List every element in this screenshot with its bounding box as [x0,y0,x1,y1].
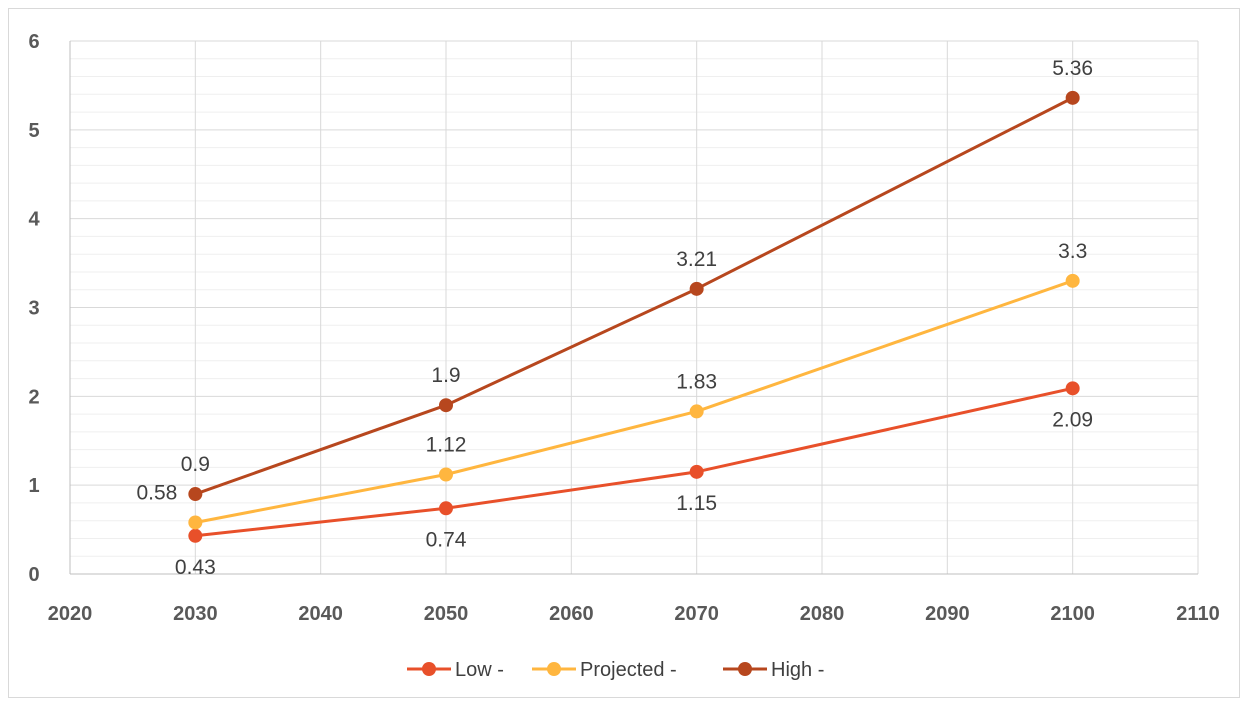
data-label: 3.21 [676,248,717,271]
data-label: 1.15 [676,492,717,515]
data-label: 1.9 [431,364,460,387]
x-tick-label: 2030 [173,603,218,625]
x-tick-label: 2050 [424,603,469,625]
series-line [195,386,1073,538]
data-point [188,528,203,543]
data-label: 1.83 [676,370,717,393]
data-label: 0.43 [175,556,216,579]
legend-label: Low - [455,659,504,681]
data-point [1065,90,1080,105]
x-tick-label: 2070 [674,603,719,625]
y-tick-label: 4 [28,209,40,231]
y-tick-label: 5 [28,120,39,142]
legend-label: High - [771,659,824,681]
legend-marker [422,662,436,676]
x-tick-label: 2110 [1176,603,1219,625]
data-point [689,281,704,296]
data-point [689,404,704,419]
series-line [195,279,1074,524]
x-tick-label: 2060 [549,603,594,625]
x-tick-label: 2090 [925,603,970,625]
y-tick-label: 6 [28,31,39,53]
data-label: 0.58 [136,481,177,504]
legend-marker [547,662,561,676]
data-point [188,487,203,502]
x-tick-label: 2040 [298,603,343,625]
series-line [194,96,1074,496]
x-tick-label: 2080 [800,603,845,625]
chart-area [8,8,1240,698]
data-point [1065,273,1080,288]
y-tick-label: 0 [28,564,39,586]
data-point [439,398,453,413]
y-tick-label: 3 [28,298,39,320]
data-label: 5.36 [1052,57,1093,80]
data-point [188,515,203,530]
data-label: 2.09 [1052,408,1093,431]
y-tick-label: 2 [28,386,39,408]
x-tick-label: 2100 [1050,603,1095,625]
y-tick-label: 1 [28,475,39,497]
legend-label: Projected - [580,659,677,681]
legend-marker [738,662,752,676]
data-point [689,464,704,479]
data-label: 0.74 [426,528,467,551]
data-point [439,467,453,482]
data-point [1065,381,1080,396]
data-label: 0.9 [181,453,210,476]
x-tick-label: 2020 [48,603,93,625]
data-label: 1.12 [426,434,467,457]
data-label: 3.3 [1058,240,1087,263]
data-point [439,501,453,516]
